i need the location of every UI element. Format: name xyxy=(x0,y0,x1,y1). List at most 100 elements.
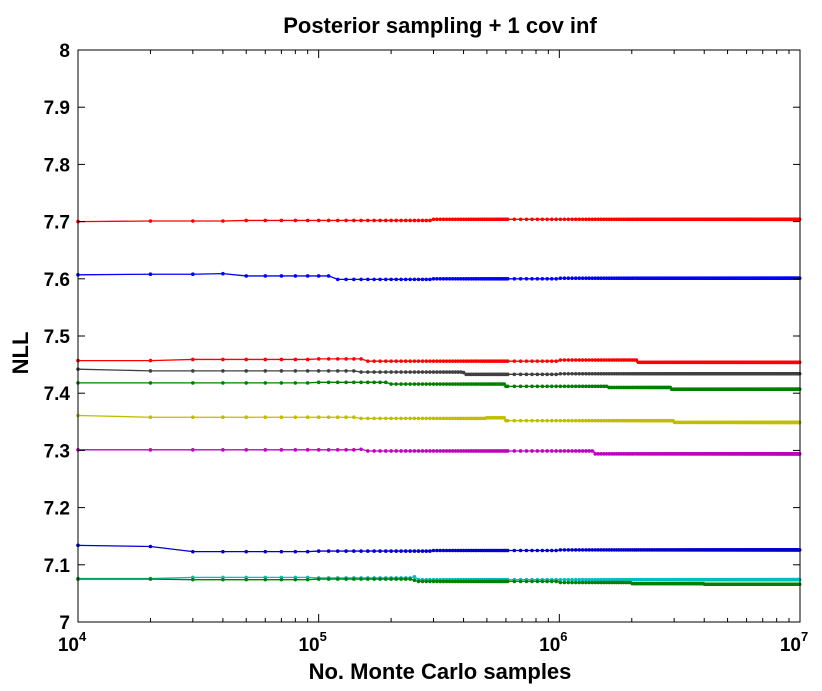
data-point xyxy=(464,277,468,281)
data-point xyxy=(378,277,382,282)
data-point xyxy=(453,579,458,584)
data-point xyxy=(431,277,436,281)
data-point xyxy=(562,217,567,222)
data-point xyxy=(580,358,585,362)
data-point xyxy=(279,381,284,385)
data-point xyxy=(416,449,421,453)
data-point xyxy=(244,549,249,554)
data-point xyxy=(584,276,588,281)
data-point xyxy=(535,217,540,222)
data-point xyxy=(438,277,443,281)
data-point xyxy=(590,217,595,222)
data-point xyxy=(599,384,603,389)
data-point xyxy=(431,382,436,386)
x-tick-label: 105 xyxy=(298,629,326,656)
data-point xyxy=(573,276,578,281)
data-point xyxy=(344,218,348,223)
data-point xyxy=(428,370,432,374)
y-tick-label: 8 xyxy=(59,41,70,62)
data-point xyxy=(549,418,554,423)
data-point xyxy=(424,579,429,584)
data-point xyxy=(378,370,382,374)
data-point xyxy=(596,452,600,456)
data-point xyxy=(570,217,574,222)
data-point xyxy=(431,370,436,374)
data-point xyxy=(599,418,603,423)
data-point xyxy=(459,359,463,363)
data-point xyxy=(365,380,370,385)
data-point xyxy=(365,218,370,223)
data-point xyxy=(573,548,578,552)
series-3 xyxy=(76,357,802,365)
data-point xyxy=(596,548,600,552)
data-point xyxy=(335,448,340,452)
data-point xyxy=(505,384,510,389)
data-point xyxy=(466,277,471,281)
data-point xyxy=(466,382,471,386)
data-point xyxy=(221,549,225,554)
data-point xyxy=(326,380,331,385)
data-point xyxy=(566,276,571,281)
data-point xyxy=(424,549,429,553)
data-point xyxy=(596,358,600,362)
data-point xyxy=(593,548,598,552)
data-point xyxy=(554,579,558,584)
data-point xyxy=(424,277,429,282)
data-point xyxy=(399,449,403,453)
data-point xyxy=(416,416,421,421)
data-point xyxy=(221,369,225,373)
data-point xyxy=(359,277,363,282)
data-point xyxy=(587,418,591,423)
data-point xyxy=(344,448,348,452)
data-point xyxy=(420,370,425,374)
data-point xyxy=(609,371,614,376)
data-point xyxy=(263,448,268,452)
data-point xyxy=(444,359,449,363)
data-point xyxy=(221,219,225,223)
data-point xyxy=(399,416,403,421)
data-point xyxy=(590,580,595,585)
data-point xyxy=(365,577,370,581)
data-point xyxy=(590,548,595,552)
data-point xyxy=(590,418,595,423)
data-point xyxy=(512,548,517,553)
data-point xyxy=(431,217,436,222)
data-point xyxy=(590,577,595,582)
data-point xyxy=(372,577,376,581)
data-point xyxy=(416,359,421,363)
data-point xyxy=(420,382,425,386)
data-point xyxy=(607,371,611,376)
data-point xyxy=(512,384,517,389)
data-point xyxy=(524,449,529,453)
data-point xyxy=(530,277,534,281)
data-point xyxy=(352,277,356,282)
data-point xyxy=(566,580,571,585)
data-point xyxy=(326,357,331,361)
data-point xyxy=(609,358,614,362)
data-point xyxy=(524,359,529,363)
data-point xyxy=(558,418,563,423)
data-point xyxy=(540,548,545,553)
data-point xyxy=(435,449,439,453)
data-point xyxy=(577,577,582,582)
data-point xyxy=(558,580,563,585)
plot-area-border xyxy=(77,49,801,623)
data-point xyxy=(435,416,439,421)
data-point xyxy=(359,577,363,581)
data-point xyxy=(441,382,446,386)
data-point xyxy=(558,358,563,362)
data-point xyxy=(378,449,382,453)
data-point xyxy=(352,577,356,581)
data-point xyxy=(545,384,549,389)
data-point xyxy=(399,359,403,363)
data-point xyxy=(450,359,455,363)
data-point xyxy=(293,549,298,554)
data-point xyxy=(408,449,412,453)
data-point xyxy=(540,579,545,584)
data-point xyxy=(293,369,298,373)
x-tick-base: 10 xyxy=(780,635,801,656)
data-point xyxy=(399,382,403,386)
data-point xyxy=(580,580,585,585)
data-point xyxy=(438,449,443,453)
data-point xyxy=(466,579,471,584)
